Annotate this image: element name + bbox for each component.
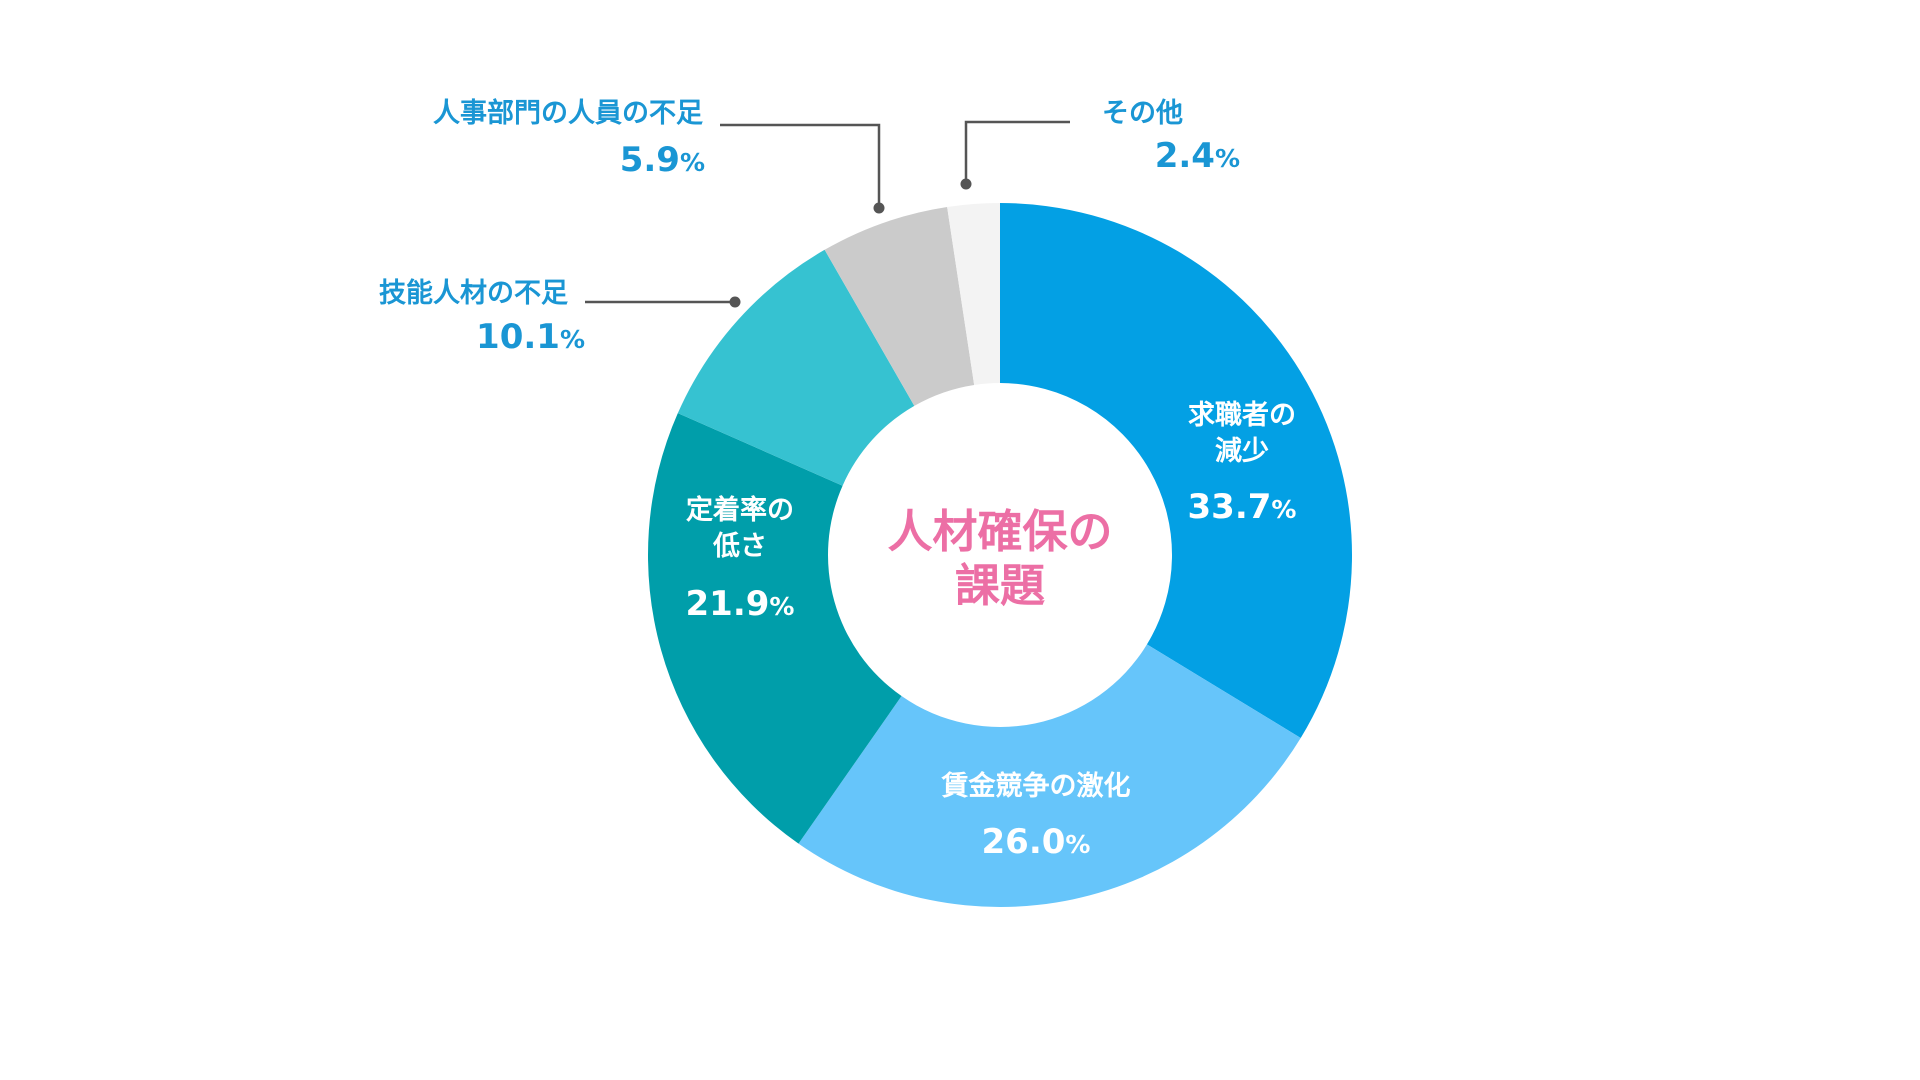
slice-value-label: 21.9% — [686, 584, 795, 624]
donut-slice — [947, 203, 1000, 385]
leader-line — [720, 123, 881, 208]
slice-label: 定着率の — [686, 494, 794, 526]
donut-slice — [798, 644, 1301, 907]
leader-dot — [729, 296, 741, 308]
slice-label: 減少 — [1215, 436, 1269, 467]
slice-label: 求職者の — [1188, 400, 1296, 431]
slice-label: 技能人材の不足 — [379, 277, 568, 309]
slice-value-label: 5.9% — [620, 140, 705, 180]
slice-label: その他 — [1102, 98, 1183, 129]
donut-slice — [647, 413, 902, 844]
slice-label: 低さ — [712, 531, 767, 562]
leader-dot — [873, 202, 885, 214]
donut-slice — [677, 249, 915, 486]
donut-slice — [824, 206, 975, 406]
slice-label: 人事部門の人員の不足 — [433, 97, 703, 129]
slice-label: 賃金競争の激化 — [941, 770, 1131, 802]
slice-value-label: 10.1% — [476, 317, 585, 357]
center-title: 課題 — [955, 559, 1045, 612]
leader-dot — [960, 178, 972, 190]
center-title: 人材確保の — [887, 505, 1112, 558]
donut-slice — [1000, 203, 1352, 738]
leader-line — [964, 120, 1070, 184]
slice-value-label: 2.4% — [1155, 136, 1240, 176]
